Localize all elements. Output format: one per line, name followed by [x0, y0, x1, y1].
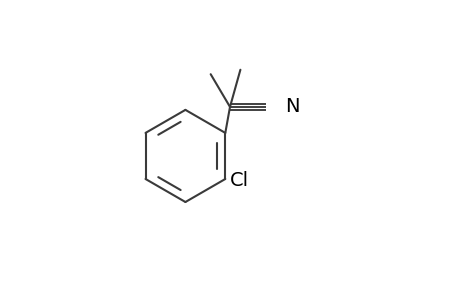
- Text: N: N: [285, 98, 299, 116]
- Text: Cl: Cl: [230, 171, 248, 190]
